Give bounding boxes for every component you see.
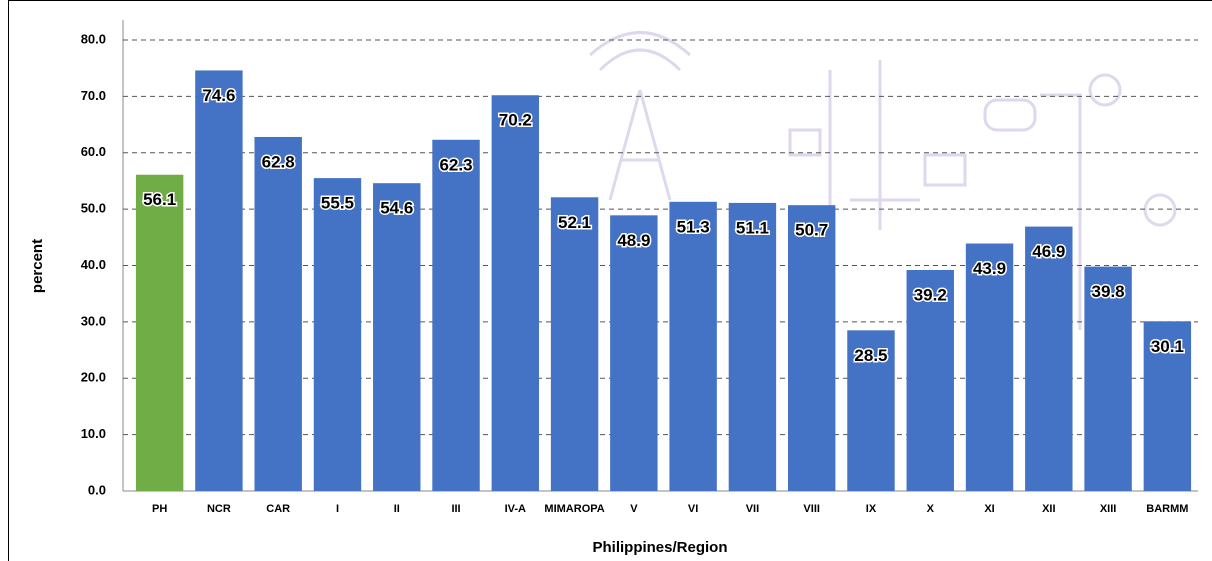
y-axis-title: percent: [29, 239, 46, 293]
x-tick-label: VII: [746, 503, 759, 515]
value-label: 46.9: [1032, 242, 1065, 261]
x-tick-label: IV-A: [505, 503, 526, 515]
bar: [847, 330, 895, 491]
bar: [610, 215, 658, 492]
x-axis-title: Philippines/Region: [592, 539, 727, 556]
y-tick-label: 50.0: [81, 201, 106, 216]
x-tick-label: X: [927, 503, 935, 515]
value-label: 56.1: [143, 190, 176, 209]
x-tick-label: V: [630, 503, 638, 515]
x-tick-label: XII: [1042, 503, 1055, 515]
bar: [728, 202, 777, 491]
bar: [254, 136, 302, 491]
value-label: 39.2: [914, 285, 947, 304]
x-tick-label: PH: [152, 503, 167, 515]
value-label: 70.2: [499, 111, 532, 130]
value-label: 39.8: [1092, 282, 1125, 301]
bar: [313, 178, 362, 491]
value-label: 54.6: [380, 199, 413, 218]
y-tick-label: 60.0: [81, 144, 106, 159]
y-tick-label: 40.0: [81, 257, 106, 272]
value-label: 55.5: [321, 194, 354, 213]
x-tick-label: XIII: [1100, 503, 1117, 515]
bar: [787, 205, 836, 491]
value-label: 62.8: [262, 152, 295, 171]
bar: [491, 95, 540, 491]
y-tick-label: 70.0: [81, 88, 106, 103]
y-tick-label: 10.0: [81, 426, 106, 441]
x-tick-label: I: [336, 503, 339, 515]
value-label: 28.5: [854, 346, 887, 365]
x-tick-label: III: [451, 503, 460, 515]
x-tick-label: XI: [984, 503, 994, 515]
x-tick-label: IX: [866, 503, 877, 515]
value-label: 51.3: [677, 217, 710, 236]
x-tick-label: II: [394, 503, 400, 515]
bar: [432, 139, 480, 491]
y-tick-label: 80.0: [81, 31, 106, 46]
bar: [965, 243, 1014, 491]
value-label: 30.1: [1151, 337, 1184, 356]
bar: [1084, 266, 1132, 491]
value-label: 74.6: [202, 86, 235, 105]
value-label: 52.1: [558, 213, 591, 232]
x-tick-label: VI: [688, 503, 698, 515]
value-label: 51.1: [736, 218, 769, 237]
value-label: 50.7: [795, 221, 828, 240]
bar: [1025, 226, 1073, 491]
value-label: 48.9: [617, 231, 650, 250]
bar: [135, 174, 184, 491]
background-decoration: [588, 31, 1177, 330]
bar: [1143, 321, 1192, 491]
bar: [373, 183, 421, 491]
y-tick-label: 20.0: [81, 370, 106, 385]
x-tick-label: NCR: [207, 503, 231, 515]
x-tick-label: VIII: [803, 503, 820, 515]
x-tick-label: BARMM: [1146, 503, 1188, 515]
bar: [906, 270, 954, 491]
x-tick-label: CAR: [266, 503, 290, 515]
x-tick-label: MIMAROPA: [544, 503, 604, 515]
value-label: 62.3: [439, 155, 472, 174]
bar: [550, 197, 599, 491]
bar: [195, 70, 243, 491]
value-label: 43.9: [973, 259, 1006, 278]
bar: [669, 201, 717, 491]
y-tick-label: 0.0: [88, 482, 106, 497]
y-tick-label: 30.0: [81, 313, 106, 328]
